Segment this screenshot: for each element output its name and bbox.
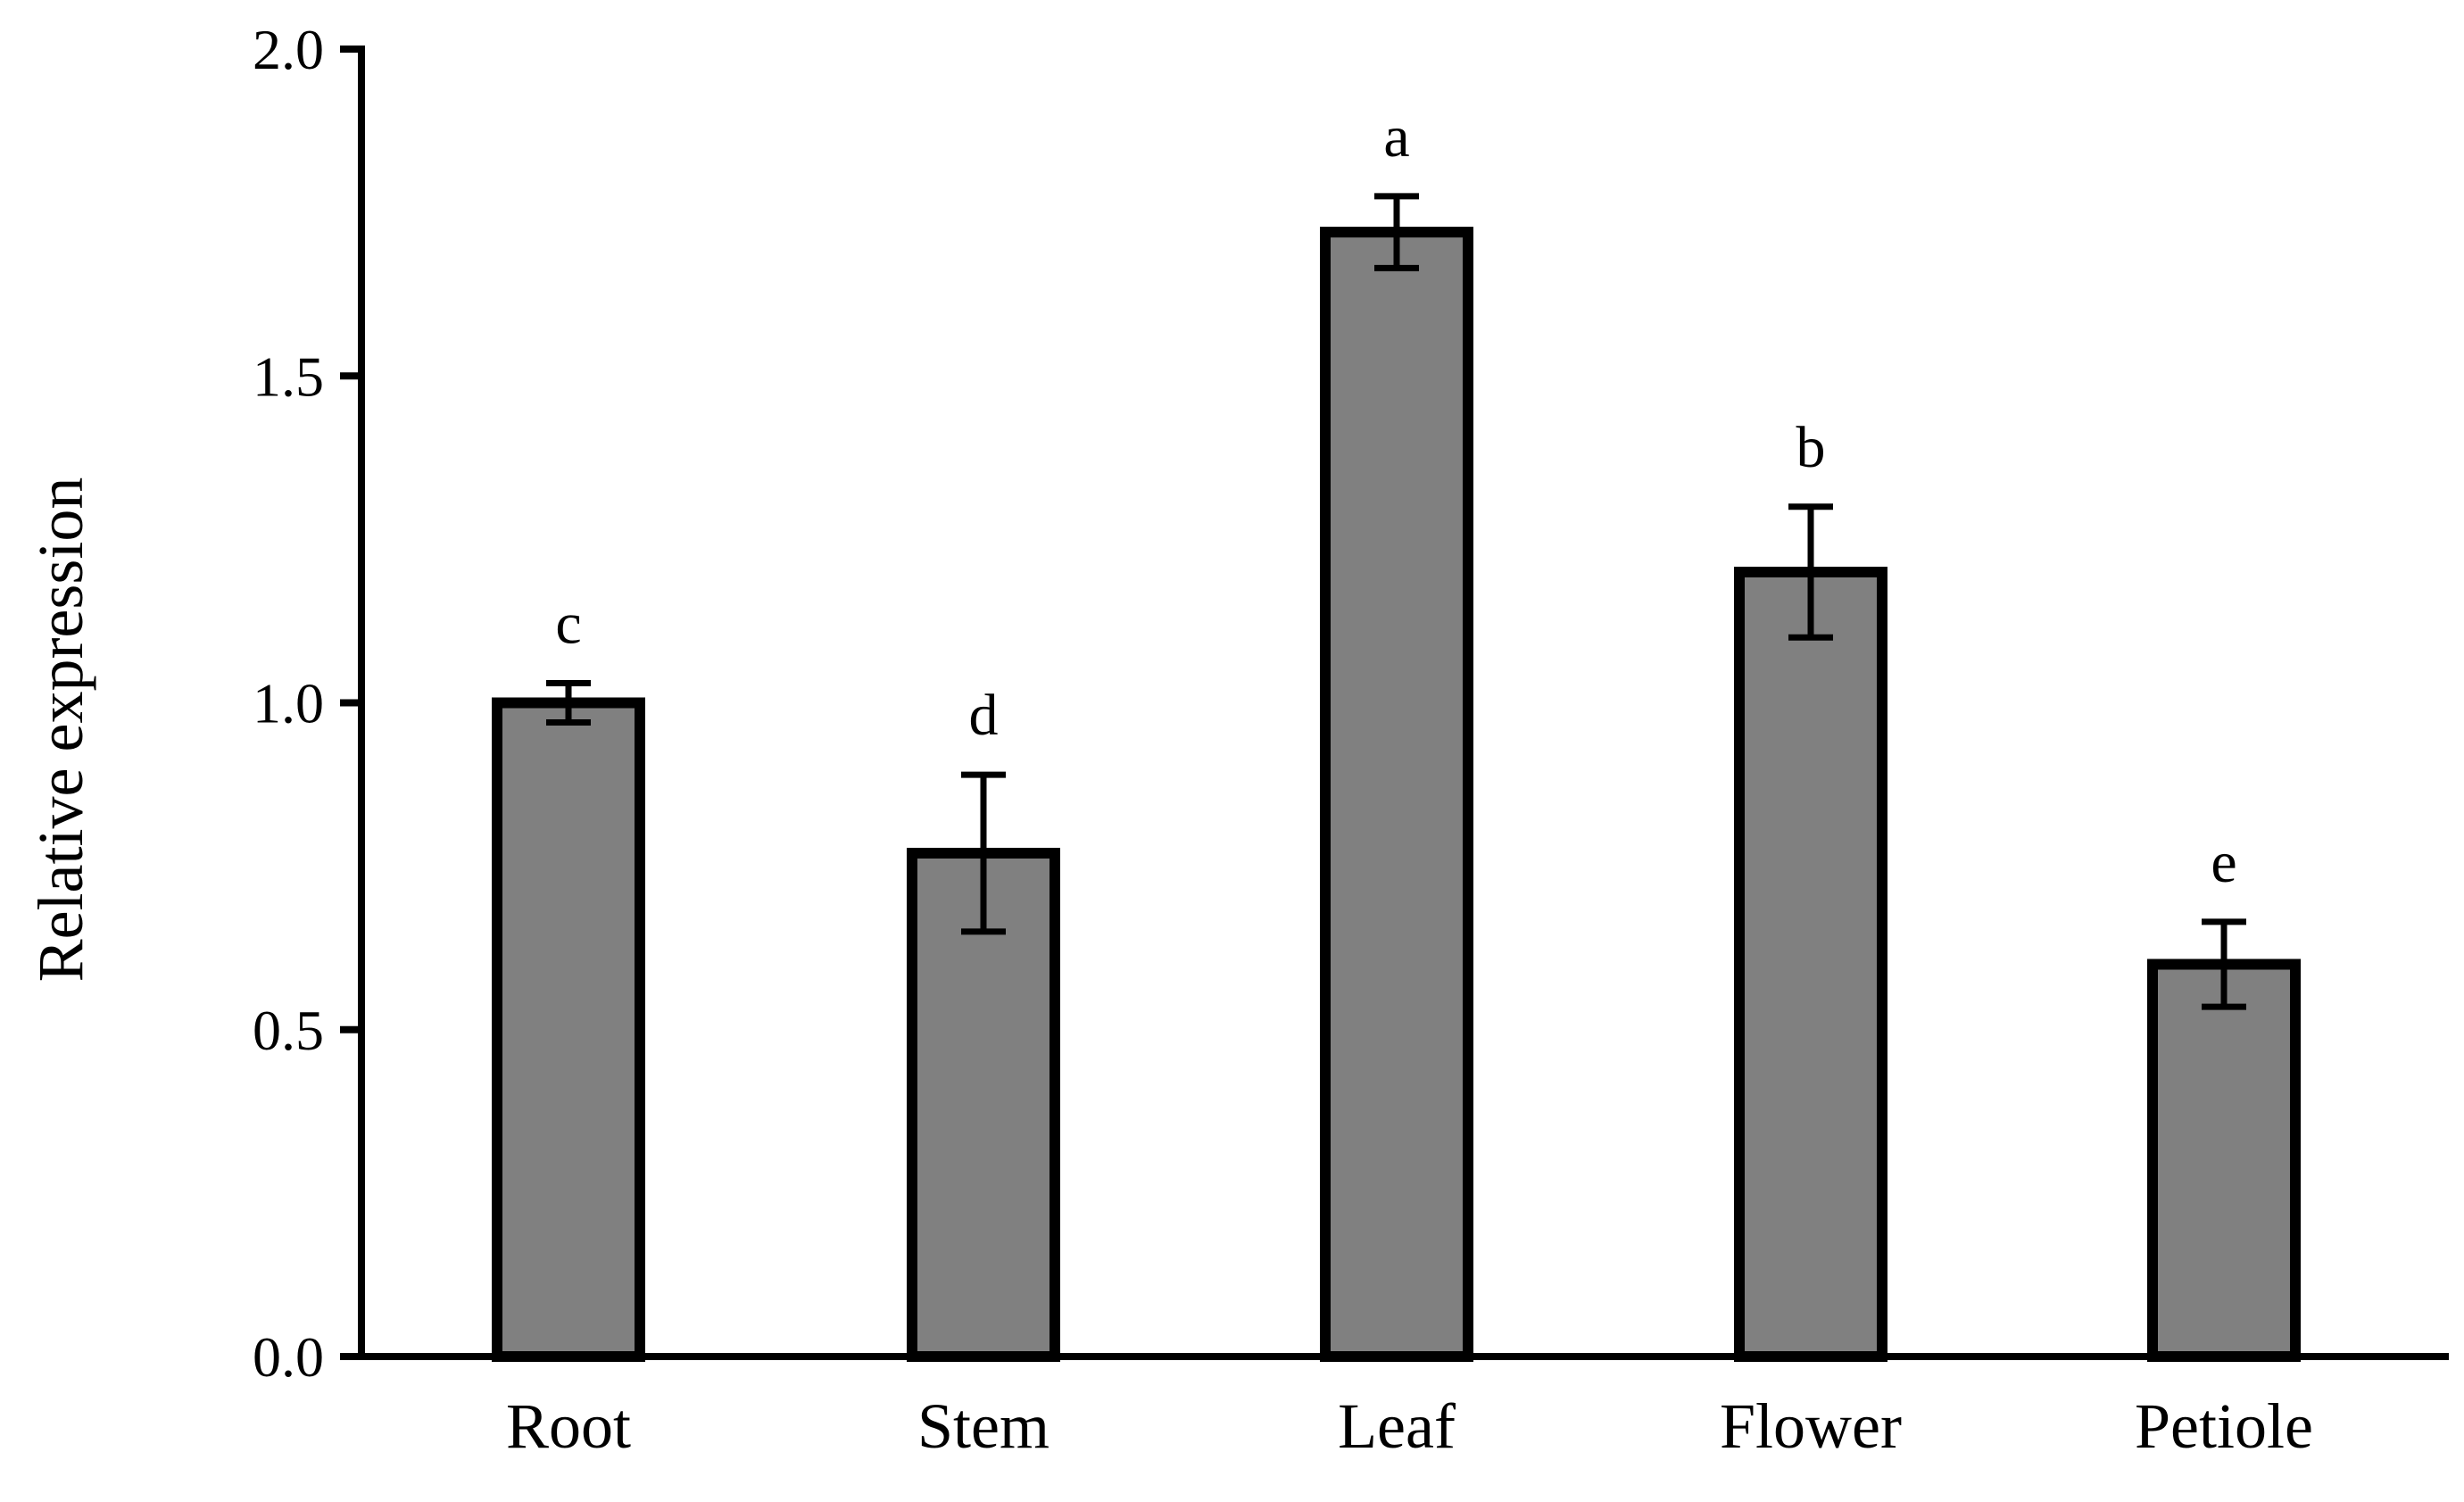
bars bbox=[492, 227, 2301, 1363]
y-axis-title: Relative expression bbox=[25, 477, 96, 983]
significance-label: e bbox=[2211, 830, 2236, 895]
y-tick-label: 0.5 bbox=[253, 999, 324, 1062]
bar-petiole bbox=[2147, 958, 2301, 1362]
x-tick-label: Stem bbox=[917, 1390, 1049, 1462]
y-tick-label: 2.0 bbox=[253, 18, 324, 81]
x-tick-label: Leaf bbox=[1338, 1390, 1456, 1462]
y-axis-ticks: 0.0 0.5 1.0 1.5 2.0 bbox=[253, 18, 361, 1389]
y-tick-label: 0.0 bbox=[253, 1325, 324, 1389]
x-tick-label: Petiole bbox=[2135, 1390, 2313, 1462]
significance-label: b bbox=[1796, 415, 1826, 480]
significance-label: c bbox=[555, 592, 581, 657]
bar-flower bbox=[1734, 567, 1887, 1362]
significance-label: d bbox=[969, 683, 999, 748]
bar-root bbox=[492, 697, 645, 1362]
y-tick-label: 1.0 bbox=[253, 672, 324, 735]
bar-stem bbox=[907, 847, 1060, 1362]
labels: c Root d Stem a Leaf b Flower e Petiole bbox=[506, 104, 2313, 1462]
significance-label: a bbox=[1383, 104, 1409, 170]
y-tick-label: 1.5 bbox=[253, 344, 324, 408]
x-tick-label: Root bbox=[506, 1390, 631, 1462]
bar-leaf bbox=[1320, 227, 1473, 1363]
x-tick-label: Flower bbox=[1720, 1390, 1902, 1462]
error-bars bbox=[546, 193, 2246, 1010]
